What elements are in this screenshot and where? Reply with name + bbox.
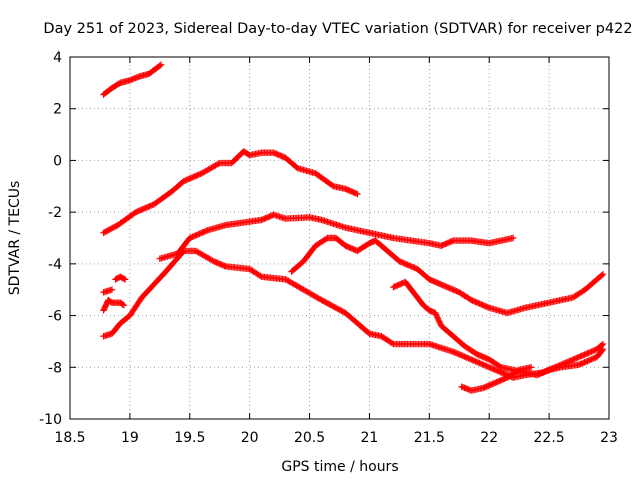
series-arc-10 <box>458 364 535 394</box>
data-series <box>100 61 607 394</box>
series-arc-3 <box>156 211 517 262</box>
data-point-marker <box>432 309 439 317</box>
data-point-marker <box>491 366 499 373</box>
data-point-marker <box>487 364 494 372</box>
data-point-marker <box>436 319 444 327</box>
data-point-marker <box>509 234 517 242</box>
y-tick-label: 2 <box>53 102 62 118</box>
data-point-marker <box>434 314 441 321</box>
data-point-marker <box>497 368 504 376</box>
x-tick-label: 20.5 <box>294 430 325 446</box>
data-point-marker <box>493 367 500 374</box>
y-tick-label: -8 <box>48 360 62 376</box>
data-point-marker <box>108 286 116 293</box>
y-tick-label: 4 <box>53 50 62 66</box>
chart-title: Day 251 of 2023, Sidereal Day-to-day VTE… <box>43 21 632 37</box>
data-point-marker <box>434 315 442 322</box>
data-point-marker <box>494 367 501 375</box>
y-tick-label: -2 <box>48 205 62 221</box>
series-arc-7 <box>100 247 607 381</box>
data-point-marker <box>486 364 493 371</box>
x-tick-label: 21.5 <box>414 430 445 446</box>
series-arc-4 <box>100 296 128 314</box>
data-point-marker <box>157 61 165 68</box>
data-point-marker <box>215 160 222 168</box>
y-tick-label: -10 <box>39 412 62 428</box>
series-arc-6 <box>112 273 129 283</box>
plot-border <box>69 56 610 420</box>
data-point-marker <box>498 369 506 376</box>
y-axis-label: SDTVAR / TECUs <box>7 181 23 296</box>
data-point-marker <box>119 301 126 308</box>
x-tick-label: 22 <box>480 430 498 446</box>
data-point-marker <box>329 182 336 189</box>
x-tick-label: 19.5 <box>174 430 205 446</box>
series-arc-5 <box>100 286 116 296</box>
data-point-marker <box>598 272 606 279</box>
data-point-marker <box>599 345 607 353</box>
data-point-marker <box>433 312 440 320</box>
data-point-marker <box>598 347 606 354</box>
x-tick-label: 21 <box>361 430 379 446</box>
x-tick-label: 19 <box>121 430 139 446</box>
data-point-marker <box>496 363 504 370</box>
data-point-marker <box>490 365 497 373</box>
data-point-marker <box>527 364 535 371</box>
data-point-marker <box>495 368 503 375</box>
data-point-marker <box>354 190 361 198</box>
data-point-marker <box>121 276 129 283</box>
data-point-marker <box>435 316 442 324</box>
series-arc-8 <box>288 234 607 317</box>
data-point-marker <box>599 271 607 278</box>
x-tick-label: 22.5 <box>534 430 565 446</box>
x-tick-label: 20 <box>241 430 259 446</box>
axis-ticks: 18.5 19 19.5 20 20.5 21 21.5 22 22.5 23-10-8-6-4-… <box>39 50 618 446</box>
data-point-marker <box>120 275 128 282</box>
series-arc-2 <box>100 148 361 237</box>
y-tick-label: -4 <box>48 257 62 273</box>
data-point-marker <box>436 318 443 325</box>
x-tick-label: 18.5 <box>54 430 85 446</box>
y-tick-label: -6 <box>48 309 62 325</box>
series-arc-9 <box>390 278 607 379</box>
data-point-marker <box>514 367 522 374</box>
data-point-marker <box>432 311 440 318</box>
data-point-marker <box>488 365 496 372</box>
x-tick-label: 23 <box>600 430 618 446</box>
series-arc-1 <box>100 61 165 98</box>
data-point-marker <box>120 302 128 309</box>
x-axis-label: GPS time / hours <box>281 459 398 475</box>
data-point-marker <box>257 272 264 280</box>
y-tick-label: 0 <box>53 153 62 169</box>
data-point-marker <box>156 62 164 69</box>
data-point-marker <box>500 370 507 377</box>
data-point-marker <box>388 339 396 347</box>
